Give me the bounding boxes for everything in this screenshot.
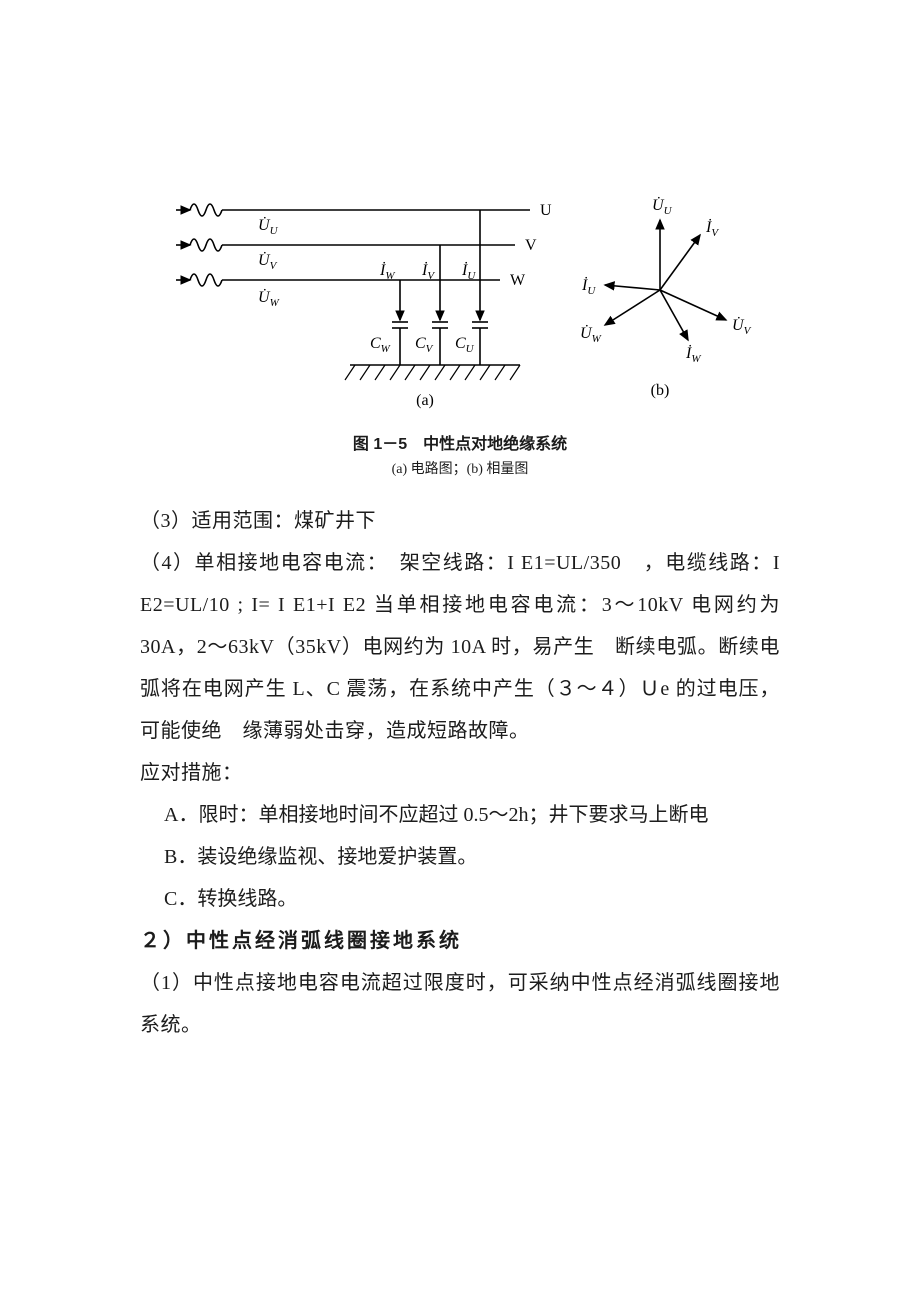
svg-text:U̇U: U̇U	[258, 217, 279, 237]
list-item-a: A．限时：单相接地时间不应超过 0.5～2h；井下要求马上断电	[140, 794, 780, 836]
heading-2: ２）中性点经消弧线圈接地系统	[140, 920, 780, 962]
figure-caption: 图 1－5 中性点对地绝缘系统	[140, 430, 780, 454]
figure-svg: U V W U̇U U̇V U̇W	[150, 180, 770, 420]
svg-text:V: V	[525, 237, 537, 254]
phasor-tag: (b)	[651, 382, 670, 399]
list-item-b: B．装设绝缘监视、接地爱护装置。	[140, 836, 780, 878]
svg-text:U̇W: U̇W	[258, 289, 280, 309]
svg-text:U̇V: U̇V	[732, 317, 752, 337]
paragraph-measures: 应对措施：	[140, 752, 780, 794]
svg-text:İV: İV	[421, 261, 435, 282]
page: U V W U̇U U̇V U̇W	[0, 0, 920, 1302]
figure-1-5: U V W U̇U U̇V U̇W	[140, 180, 780, 420]
svg-text:CV: CV	[415, 335, 434, 355]
svg-text:İW: İW	[685, 344, 701, 365]
svg-text:U: U	[540, 202, 552, 219]
svg-text:İV: İV	[705, 218, 719, 239]
svg-text:U̇V: U̇V	[258, 252, 278, 272]
paragraph-3: （3）适用范围：煤矿井下	[140, 500, 780, 542]
svg-text:İW: İW	[379, 261, 395, 282]
svg-text:U̇U: U̇U	[652, 197, 673, 217]
svg-text:İU: İU	[581, 276, 596, 297]
figure-subcaption: (a) 电路图；(b) 相量图	[140, 458, 780, 478]
svg-text:W: W	[510, 272, 526, 289]
svg-text:İU: İU	[461, 261, 476, 282]
svg-text:CU: CU	[455, 335, 475, 355]
phasor-diagram: U̇U İV İU U̇W İW U̇V (b)	[580, 197, 752, 399]
svg-text:CW: CW	[370, 335, 391, 355]
paragraph-6: （1）中性点接地电容电流超过限度时，可采纳中性点经消弧线圈接地系统。	[140, 962, 780, 1046]
circuit-tag: (a)	[416, 392, 434, 409]
circuit-diagram: U V W U̇U U̇V U̇W	[176, 202, 552, 409]
paragraph-4: （4）单相接地电容电流： 架空线路：I E1=UL/350 ，电缆线路：I E2…	[140, 542, 780, 752]
list-item-c: C．转换线路。	[140, 878, 780, 920]
svg-text:U̇W: U̇W	[580, 325, 602, 345]
